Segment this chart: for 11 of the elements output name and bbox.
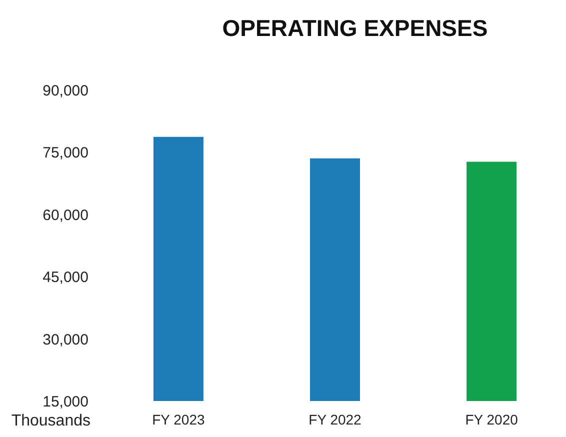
y-tick-label: 30,000 — [42, 331, 88, 348]
y-axis-title: Thousands — [11, 412, 90, 430]
x-tick-label: FY 2023 — [152, 412, 205, 428]
x-tick-label: FY 2022 — [308, 412, 362, 428]
x-tick-label: FY 2020 — [465, 412, 518, 428]
y-tick-label: 45,000 — [42, 269, 88, 286]
y-tick-label: 75,000 — [42, 144, 88, 162]
y-tick-label: 90,000 — [42, 82, 88, 100]
y-tick-label: 15,000 — [42, 394, 88, 410]
chart-title: OPERATING EXPENSES — [222, 15, 488, 41]
y-tick-label: 60,000 — [42, 206, 88, 224]
